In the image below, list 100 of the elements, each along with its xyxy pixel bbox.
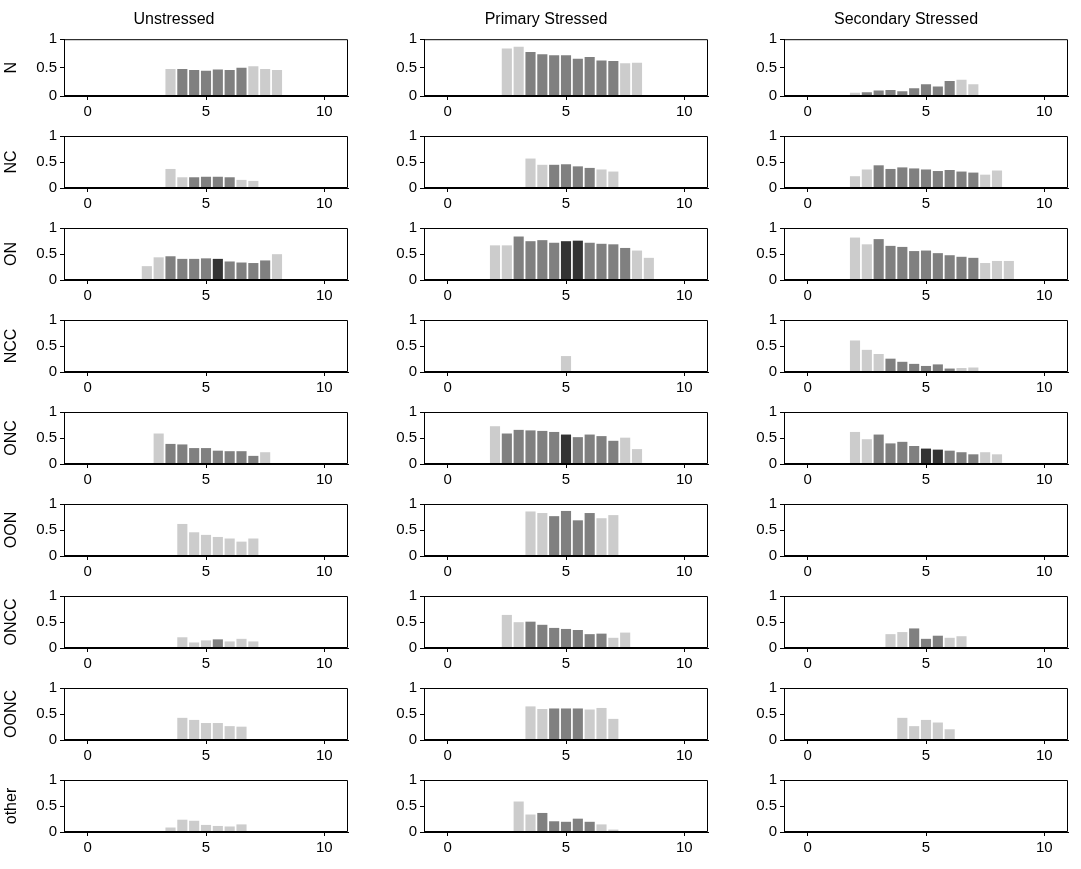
bar xyxy=(873,353,884,372)
bar xyxy=(560,628,572,648)
bar xyxy=(572,818,583,832)
x-tick-label: 0 xyxy=(803,654,812,672)
y-tick-label: 1 xyxy=(768,678,777,696)
bar xyxy=(572,520,583,556)
x-tick-label: 10 xyxy=(675,378,693,396)
bar xyxy=(260,260,271,280)
y-tick-label: 0 xyxy=(768,178,777,196)
bar xyxy=(920,448,932,464)
y-axis-title: ON xyxy=(2,242,20,266)
bar xyxy=(560,164,572,188)
y-tick-label: 0 xyxy=(768,454,777,472)
x-tick-label: 0 xyxy=(803,746,812,764)
x-tick-label: 0 xyxy=(83,654,92,672)
bar xyxy=(153,433,164,464)
y-tick-label: 0.5 xyxy=(756,336,777,354)
x-tick-label: 5 xyxy=(561,470,571,488)
x-tick-label: 5 xyxy=(201,102,211,120)
bar xyxy=(572,58,583,96)
y-tick-label: 1 xyxy=(48,770,57,788)
bar xyxy=(849,176,861,188)
bar xyxy=(932,253,943,280)
bar xyxy=(631,62,643,96)
x-tick-label: 0 xyxy=(443,378,452,396)
y-tick-label: 1 xyxy=(408,310,417,328)
y-tick-label: 0.5 xyxy=(396,428,417,446)
y-axis-title: OONC xyxy=(2,690,20,738)
y-tick-label: 1 xyxy=(768,29,777,47)
bar xyxy=(501,433,512,464)
x-tick-label: 5 xyxy=(921,194,931,212)
y-tick-label: 0 xyxy=(48,454,57,472)
x-tick-label: 10 xyxy=(1035,470,1053,488)
y-axis-title: OON xyxy=(2,511,20,549)
y-tick-label: 1 xyxy=(408,402,417,420)
bar xyxy=(212,258,223,280)
x-tick-label: 0 xyxy=(803,378,812,396)
y-tick-label: 0.5 xyxy=(756,520,777,538)
y-tick-label: 0.5 xyxy=(396,152,417,170)
x-tick-label: 5 xyxy=(201,746,211,764)
y-tick-label: 0 xyxy=(48,270,57,288)
y-tick-label: 1 xyxy=(48,218,57,236)
x-tick-label: 0 xyxy=(83,378,92,396)
y-tick-label: 0 xyxy=(408,546,417,564)
x-tick-label: 0 xyxy=(803,562,812,580)
bar xyxy=(932,364,943,372)
bar xyxy=(212,450,223,464)
bar xyxy=(260,452,271,464)
bar xyxy=(549,708,560,740)
y-tick-label: 1 xyxy=(408,218,417,236)
y-tick-label: 1 xyxy=(408,770,417,788)
y-tick-label: 0.5 xyxy=(36,244,57,262)
y-tick-label: 0 xyxy=(48,178,57,196)
y-axis-title: NCC xyxy=(2,328,20,364)
bar xyxy=(584,513,595,556)
y-axis-title: ONC xyxy=(2,420,20,456)
x-tick-label: 5 xyxy=(201,378,211,396)
x-tick-label: 10 xyxy=(1035,746,1053,764)
bar xyxy=(572,437,583,464)
x-tick-label: 5 xyxy=(561,562,571,580)
bar xyxy=(584,167,595,188)
bar xyxy=(631,449,643,464)
x-tick-label: 10 xyxy=(1035,562,1053,580)
x-tick-label: 5 xyxy=(561,746,571,764)
x-tick-label: 0 xyxy=(443,838,452,856)
bar xyxy=(620,632,631,648)
x-tick-label: 0 xyxy=(443,286,452,304)
bar xyxy=(991,454,1003,464)
y-axis-title: other xyxy=(2,787,20,825)
bar xyxy=(980,452,991,464)
y-tick-label: 0.5 xyxy=(36,612,57,630)
y-tick-label: 0.5 xyxy=(756,796,777,814)
bar xyxy=(200,534,212,556)
bar xyxy=(212,723,223,740)
x-tick-label: 0 xyxy=(803,470,812,488)
y-tick-label: 1 xyxy=(48,494,57,512)
y-tick-label: 0.5 xyxy=(36,57,57,75)
bar xyxy=(537,812,548,832)
y-tick-label: 0 xyxy=(768,638,777,656)
x-tick-label: 5 xyxy=(921,378,931,396)
y-tick-label: 0.5 xyxy=(396,612,417,630)
x-tick-label: 5 xyxy=(201,562,211,580)
bar xyxy=(1003,260,1014,280)
y-tick-label: 1 xyxy=(768,126,777,144)
y-tick-label: 0.5 xyxy=(756,57,777,75)
bar xyxy=(549,627,560,648)
bar xyxy=(631,250,643,280)
x-tick-label: 0 xyxy=(443,194,452,212)
x-tick-label: 0 xyxy=(443,102,452,120)
y-tick-label: 0.5 xyxy=(36,152,57,170)
bar xyxy=(909,168,920,188)
y-tick-label: 0 xyxy=(408,822,417,840)
bar xyxy=(549,164,560,188)
x-tick-label: 10 xyxy=(1035,286,1053,304)
bar xyxy=(513,622,524,648)
y-tick-label: 0.5 xyxy=(396,704,417,722)
bar xyxy=(212,536,223,556)
y-tick-label: 0 xyxy=(408,178,417,196)
bar xyxy=(513,46,524,96)
x-tick-label: 10 xyxy=(315,746,333,764)
